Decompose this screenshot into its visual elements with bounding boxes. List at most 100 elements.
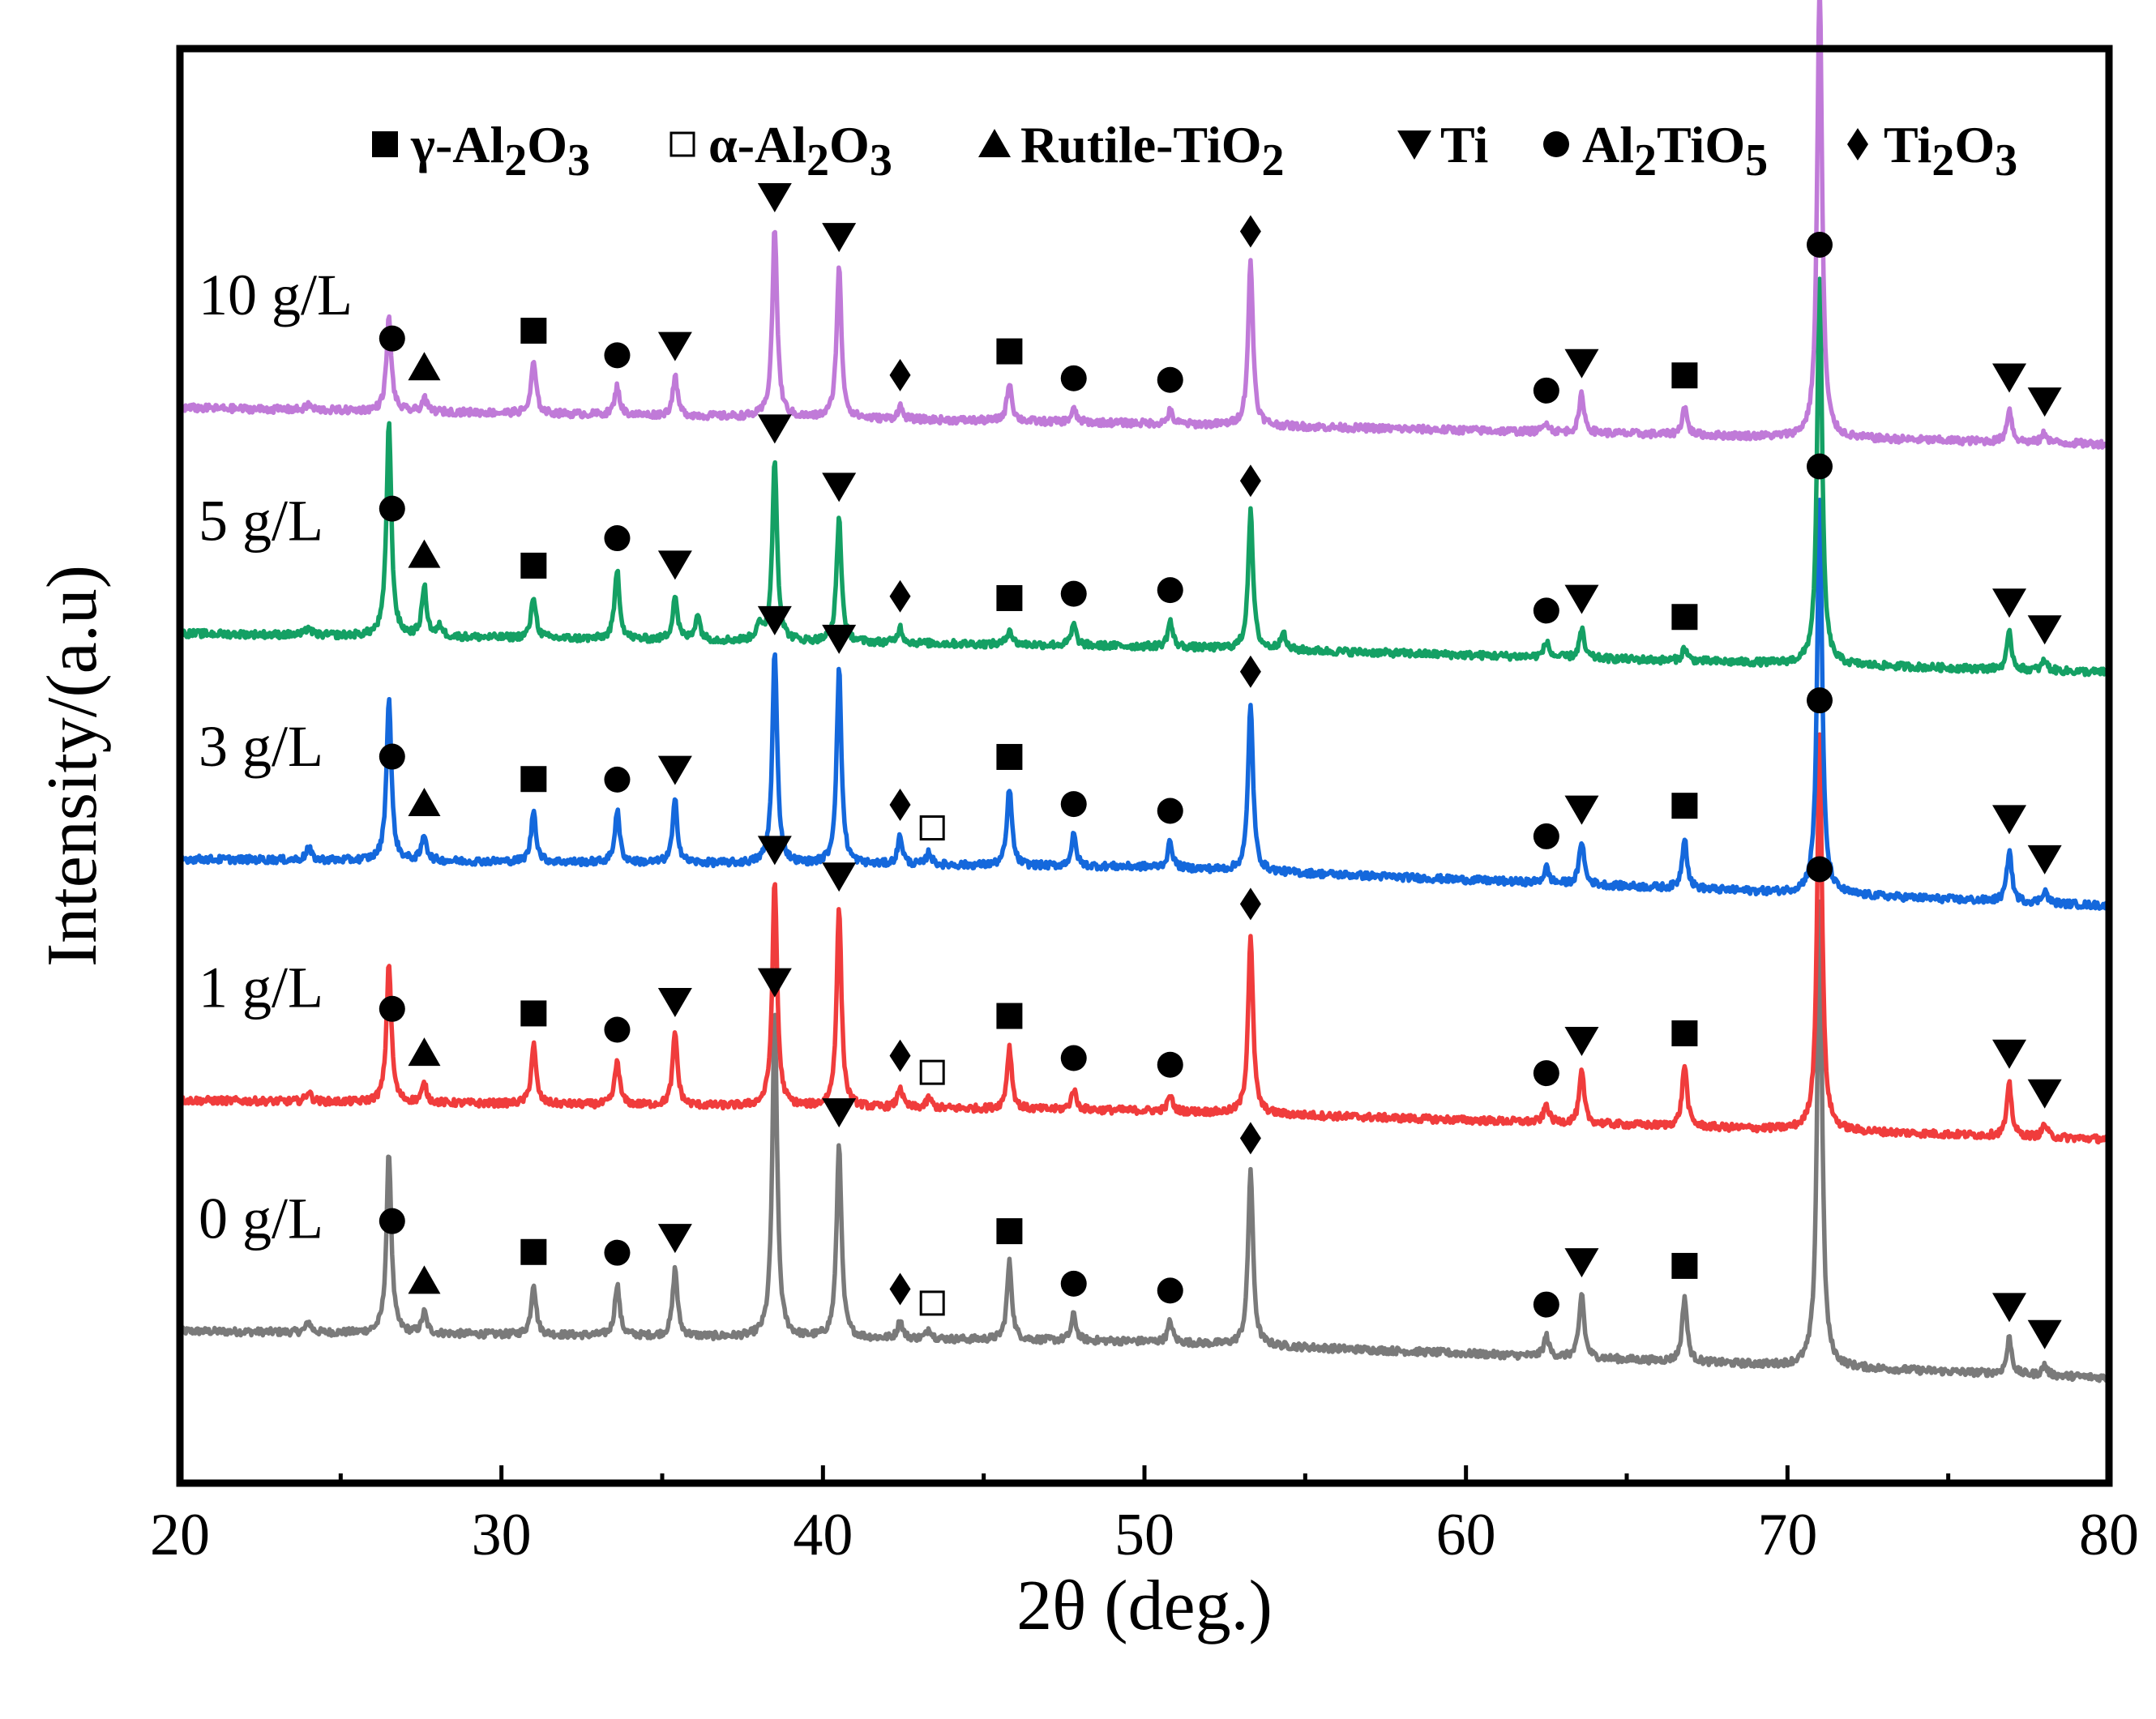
peak-marker-filled-diamond [1239,215,1261,248]
peak-marker-filled-circle [1533,1060,1559,1087]
legend-symbol-filled-diamond [1847,128,1868,160]
series-line-3-g-l [178,497,2111,912]
peak-marker-filled-triangle-up [408,1037,441,1067]
peak-marker-filled-circle [604,1239,631,1266]
series-line-1-g-l [178,732,2111,1145]
peak-marker-filled-circle [1807,856,1833,883]
peak-marker-filled-triangle-down [657,1224,692,1254]
x-tick-label: 20 [150,1502,210,1568]
peak-marker-filled-triangle-down [1564,1027,1599,1057]
legend: γ-Al2O3 α-Al2O3 Rutile-TiO2 Ti Al2TiO5 Ti2O3 [372,116,2017,186]
peak-marker-filled-square [1671,1252,1698,1279]
legend-label-1: α-Al2O3 [708,116,892,186]
peak-marker-filled-triangle-down [2027,1319,2062,1349]
peak-marker-filled-diamond [889,579,911,613]
peak-marker-filled-triangle-down [822,223,857,253]
peak-marker-filled-triangle-down [757,605,792,635]
legend-symbol-filled-circle [1543,131,1569,157]
peak-marker-filled-triangle-down [822,1098,857,1128]
x-tick-label: 80 [2079,1502,2139,1568]
peak-marker-filled-circle [379,743,405,770]
peak-marker-filled-circle [1060,365,1087,391]
legend-symbol-open-square [669,131,695,157]
legend-symbol-filled-square [372,131,398,157]
peak-marker-filled-square [520,318,547,344]
x-tick-label: 40 [793,1502,853,1568]
peak-marker-filled-triangle-down [1564,1248,1599,1278]
peak-marker-filled-square [996,584,1023,611]
x-axis-ticks: 20 30 40 50 60 70 80 [150,1465,2139,1568]
peak-marker-open-square [919,815,945,841]
peak-marker-filled-triangle-down [657,331,692,361]
peak-marker-filled-triangle-down [1564,795,1599,825]
peak-marker-filled-triangle-down [2027,387,2062,417]
peak-marker-filled-triangle-down [657,755,692,785]
peak-marker-filled-square [996,338,1023,365]
peak-marker-filled-circle [1807,453,1833,480]
peak-marker-filled-square [996,743,1023,770]
legend-label-5: Ti2O3 [1884,116,2017,186]
peak-marker-filled-diamond [1239,887,1261,921]
peak-marker-filled-triangle-down [2027,845,2062,874]
peak-marker-filled-circle [1807,231,1833,258]
x-tick-label: 30 [472,1502,532,1568]
peak-marker-filled-circle [1533,377,1559,404]
peak-marker-filled-triangle-down [757,182,792,212]
series-layer: 0 g/L 1 g/L 3 g/L 5 g/L 10 g/L [178,0,2111,1383]
peak-marker-filled-triangle-up [408,352,441,381]
peak-marker-filled-diamond [1239,1122,1261,1155]
legend-label-3: Ti [1440,116,1488,173]
peak-marker-filled-square [1671,604,1698,631]
peak-marker-filled-square [1671,1020,1698,1046]
peak-marker-filled-triangle-down [1564,349,1599,378]
peak-marker-filled-triangle-down [657,550,692,580]
peak-marker-filled-triangle-down [822,862,857,892]
peak-marker-filled-triangle-up [408,539,441,568]
peak-marker-filled-square [520,1238,547,1265]
series-line-10-g-l [178,0,2111,450]
legend-symbol-filled-triangle-down [1397,130,1431,160]
peak-marker-filled-circle [1533,597,1559,624]
peak-marker-filled-circle [1060,1045,1087,1071]
peak-marker-filled-triangle-down [1992,1039,2027,1069]
peak-marker-filled-triangle-up [408,787,441,816]
peak-marker-filled-square [520,1000,547,1027]
peak-marker-filled-circle [379,1208,405,1234]
peak-marker-filled-diamond [889,1039,911,1072]
peak-marker-filled-triangle-down [1992,1293,2027,1323]
peak-marker-filled-circle [379,325,405,352]
series-line-5-g-l [178,276,2111,678]
peak-marker-filled-circle [1157,797,1183,824]
peak-marker-filled-square [520,766,547,793]
series-line-0-g-l [178,899,2111,1383]
peak-marker-filled-circle [1157,1051,1183,1078]
peak-marker-filled-triangle-down [1564,584,1599,614]
peak-marker-filled-triangle-down [1992,588,2027,618]
legend-label-4: Al2TiO5 [1582,116,1768,186]
peak-marker-filled-square [996,1218,1023,1245]
peak-marker-filled-square [1671,793,1698,819]
y-axis-title: Intensity/(a.u) [33,565,112,967]
peak-marker-filled-circle [604,1016,631,1043]
peak-marker-filled-circle [1060,1270,1087,1297]
peak-marker-filled-diamond [889,358,911,391]
peak-marker-filled-triangle-down [757,414,792,444]
peak-marker-filled-diamond [889,788,911,821]
legend-symbol-filled-triangle-up [978,129,1011,157]
peak-marker-filled-diamond [1239,655,1261,688]
peak-marker-filled-circle [1157,1277,1183,1304]
peak-marker-filled-triangle-down [757,968,792,998]
x-tick-label: 60 [1436,1502,1496,1568]
peak-marker-filled-circle [1533,823,1559,849]
peak-marker-filled-triangle-down [822,473,857,502]
peak-marker-filled-triangle-up [408,1265,441,1294]
peak-marker-open-square [919,1059,945,1085]
peak-marker-filled-circle [1533,1291,1559,1318]
series-label-3-g-l: 3 g/L [199,714,323,779]
peak-marker-filled-circle [379,495,405,522]
peak-marker-filled-diamond [1239,464,1261,498]
marker-layer [379,182,2062,1349]
peak-marker-filled-circle [379,995,405,1022]
peak-marker-filled-triangle-down [757,836,792,866]
